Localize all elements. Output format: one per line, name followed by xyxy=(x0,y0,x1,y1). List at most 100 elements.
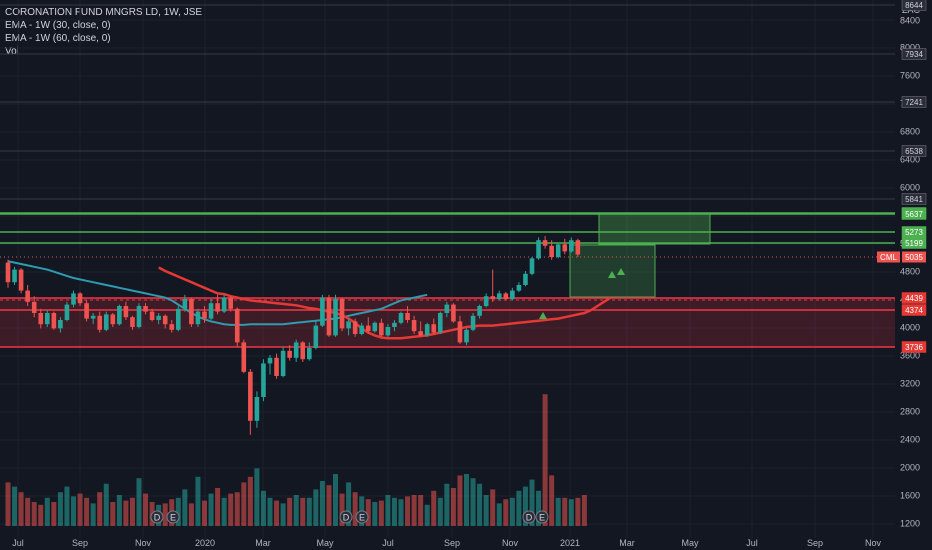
candle-body xyxy=(418,331,423,336)
volume-bar xyxy=(306,497,312,526)
candle-body xyxy=(477,306,482,316)
volume-bar xyxy=(581,495,587,526)
candle-body xyxy=(313,325,319,348)
volume-bar xyxy=(516,490,522,526)
y-tick-label: 2000 xyxy=(900,463,920,473)
price-tag-box xyxy=(901,145,927,157)
symbol-tag-label: CML xyxy=(880,253,897,262)
candle-body xyxy=(182,299,188,309)
event-marker-circle xyxy=(355,510,369,524)
volume-bar xyxy=(116,495,122,526)
candle-body xyxy=(176,308,181,330)
candle-body xyxy=(405,313,410,320)
volume-bar xyxy=(313,489,319,526)
candle-body xyxy=(300,342,306,360)
zones xyxy=(0,213,895,347)
y-tick-label: 2800 xyxy=(900,407,920,417)
price-tag-box xyxy=(901,193,927,205)
candle-body xyxy=(25,290,30,302)
candle-body xyxy=(516,285,522,291)
candle-body xyxy=(569,240,574,252)
event-marker-circle xyxy=(339,510,353,524)
candle-body xyxy=(470,315,476,330)
y-tick-label: 8400 xyxy=(900,16,920,26)
ema30-legend: EMA - 1W (30, close, 0) xyxy=(5,20,111,31)
candle-body xyxy=(280,350,286,376)
candle-body xyxy=(529,258,535,274)
volume-bar xyxy=(319,481,325,526)
candle-body xyxy=(424,324,430,336)
target-box-lower xyxy=(569,244,656,298)
candle-body xyxy=(241,342,247,372)
volume-bars xyxy=(5,394,587,526)
candle-body xyxy=(333,299,338,336)
event-marker: E xyxy=(355,510,369,524)
x-tick-label: Mar xyxy=(255,538,271,548)
x-tick-label: May xyxy=(681,538,699,548)
price-tag-label: 7934 xyxy=(905,50,923,59)
last-price-label: 5035 xyxy=(905,253,923,262)
price-axis-bg xyxy=(895,0,932,550)
candle-body xyxy=(320,297,325,326)
event-marker-circle xyxy=(535,510,549,524)
price-tag-box xyxy=(901,237,927,249)
volume-bar xyxy=(346,482,352,526)
price-tag: 5273 xyxy=(901,226,927,238)
candle-body xyxy=(162,315,168,325)
volume-bar xyxy=(103,483,109,526)
volume-bar xyxy=(182,489,188,526)
price-tag: 7934 xyxy=(901,48,927,60)
y-tick-label: 8000 xyxy=(900,43,920,53)
volume-bar xyxy=(57,492,63,526)
candle-body xyxy=(64,304,70,320)
candle-body xyxy=(287,350,292,358)
volume-bar xyxy=(405,496,411,526)
volume-bar xyxy=(110,502,116,526)
price-tag: 4374 xyxy=(901,304,927,316)
y-tick-label: 4000 xyxy=(900,323,920,333)
price-tag: 5841 xyxy=(901,193,927,205)
price-tag-box xyxy=(901,96,927,108)
volume-bar xyxy=(385,495,391,526)
volume-bar xyxy=(555,497,561,526)
candle-body xyxy=(5,262,11,283)
volume-bar xyxy=(300,497,306,526)
volume-bar xyxy=(293,495,299,526)
candle-body xyxy=(379,322,384,336)
event-marker-label: D xyxy=(154,513,161,523)
event-marker-label: D xyxy=(343,513,350,523)
volume-bar xyxy=(221,497,227,526)
price-tag-box xyxy=(901,292,927,304)
event-marker: D xyxy=(150,510,164,524)
volume-bar xyxy=(280,503,286,526)
x-tick-label: Sep xyxy=(444,538,460,548)
candle-body xyxy=(555,244,561,257)
candle-body xyxy=(51,313,57,329)
volume-bar xyxy=(188,503,194,526)
event-marker-label: D xyxy=(526,513,533,523)
candle-body xyxy=(208,303,214,319)
candle-body xyxy=(143,306,148,312)
candle-body xyxy=(392,322,397,327)
candle-body xyxy=(18,269,24,291)
volume-bar xyxy=(123,500,129,526)
candle-body xyxy=(169,324,175,330)
gridlines xyxy=(0,0,895,538)
volume-bar xyxy=(195,476,201,526)
candle-body xyxy=(575,240,581,255)
volume-bar xyxy=(25,497,31,526)
price-tag-box xyxy=(901,341,927,353)
ema30-line xyxy=(158,266,612,340)
signal-triangle xyxy=(617,268,625,275)
price-tag-label: 3736 xyxy=(905,343,923,352)
candle-body xyxy=(326,297,332,336)
candle-body xyxy=(293,342,299,358)
candle-body xyxy=(45,313,50,325)
ema60-line xyxy=(7,260,428,326)
chart-legend: CORONATION FUND MNGRS LD, 1W, JSE EMA - … xyxy=(5,6,202,58)
candle-body xyxy=(274,357,279,376)
candle-body xyxy=(385,327,391,336)
candle-body xyxy=(71,293,76,305)
y-tick-label: 4800 xyxy=(900,267,920,277)
